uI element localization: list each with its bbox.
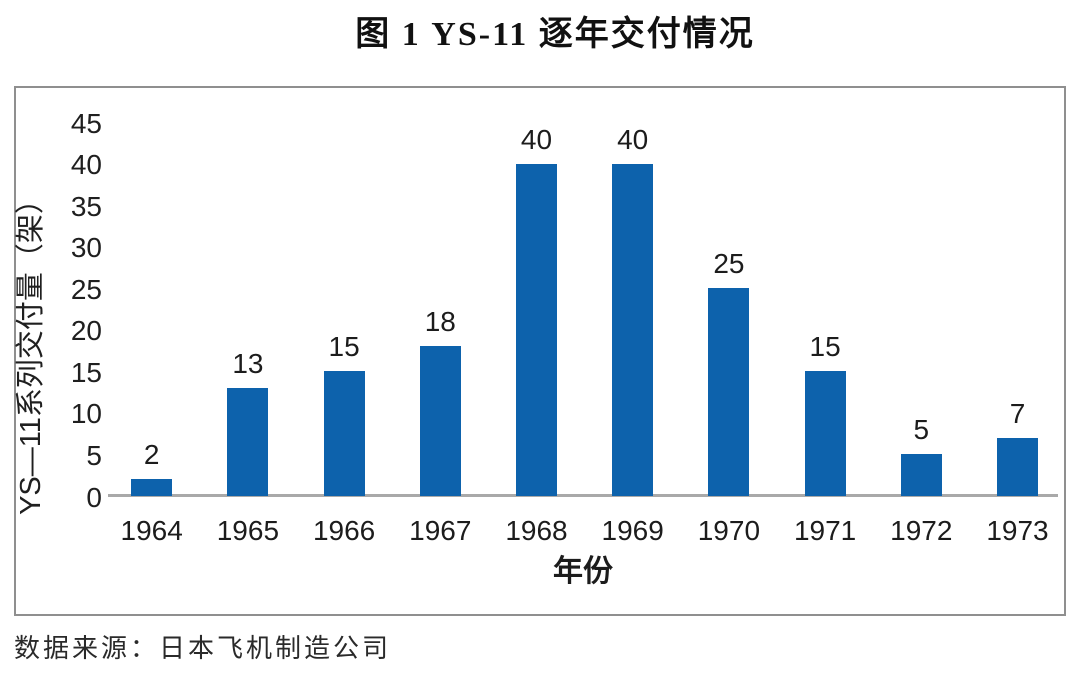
bar: [612, 164, 654, 496]
x-tick-label: 1969: [601, 515, 664, 546]
x-tick-label: 1973: [986, 515, 1049, 546]
y-tick-label: 10: [70, 398, 102, 430]
x-tick-label: 1971: [793, 515, 857, 546]
y-tick-label: 30: [70, 232, 102, 264]
x-tick-label: 1964: [120, 515, 183, 546]
bar-value-label: 15: [328, 331, 360, 362]
bar: [708, 288, 750, 496]
bar-value-label: 25: [713, 248, 745, 279]
bar-value-label: 7: [1009, 398, 1026, 429]
bar-value-label: 40: [617, 124, 649, 155]
x-tick-label: 1965: [216, 515, 280, 546]
bar: [131, 479, 173, 496]
bar: [419, 346, 461, 496]
bar: [323, 371, 365, 496]
bar-value-label: 13: [232, 348, 264, 379]
y-tick-label: 5: [86, 439, 102, 471]
x-axis-title: 年份: [553, 555, 613, 588]
bar-value-label: 18: [424, 306, 456, 337]
x-tick-label: 1972: [890, 515, 953, 546]
bar: [997, 438, 1038, 496]
bar: [900, 454, 942, 496]
bar-value-label: 5: [913, 414, 930, 445]
x-tick-label: 1968: [505, 515, 568, 546]
chart-frame: YS—11系列交付量（架） 0 5 10 15 20 25 30 35 40 45 2 1964 13…: [14, 86, 1066, 616]
bar: [227, 388, 269, 496]
x-axis-line: [108, 494, 1058, 497]
y-tick-label: 40: [70, 149, 102, 181]
x-tick-label: 1970: [697, 515, 761, 546]
bar-value-label: 2: [143, 439, 160, 470]
x-tick-label: 1966: [312, 515, 376, 546]
y-tick-label: 15: [70, 356, 102, 388]
bar-value-label: 40: [520, 124, 553, 155]
bar-value-label: 15: [809, 331, 841, 362]
bar: [516, 164, 557, 496]
y-tick-label: 0: [86, 481, 102, 513]
bar: [804, 371, 846, 496]
y-tick-label: 25: [70, 273, 102, 305]
y-tick-label: 45: [70, 107, 102, 139]
chart-title: 图 1 YS-11 逐年交付情况: [355, 16, 755, 53]
x-tick-label: 1967: [409, 515, 472, 546]
source-note: 数据来源：日本飞机制造公司: [14, 634, 392, 663]
y-tick-label: 35: [70, 190, 102, 222]
y-tick-label: 20: [70, 315, 102, 347]
